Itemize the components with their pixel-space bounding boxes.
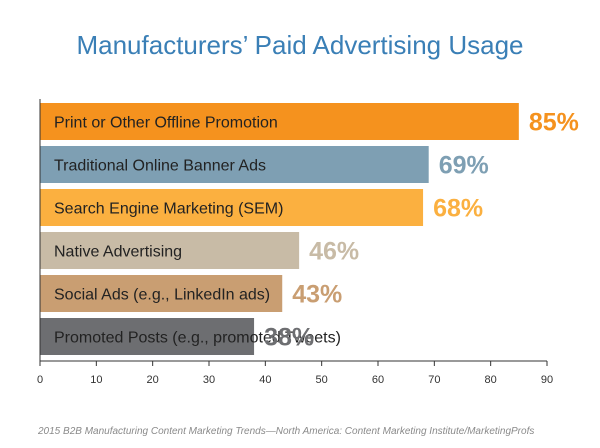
category-label-2: Traditional Online Banner Ads — [54, 158, 266, 175]
value-label-2: 69% — [439, 152, 489, 180]
x-tick-label-7: 70 — [428, 374, 440, 386]
bar-4 — [40, 232, 300, 269]
category-label-6: Promoted Posts (e.g., promoted Tweets) — [54, 330, 341, 347]
value-label-3: 68% — [433, 195, 483, 223]
category-label-1: Print or Other Offline Promotion — [54, 115, 278, 132]
chart-title: Manufacturers’ Paid Advertising Usage — [76, 30, 524, 60]
x-tick-label-4: 40 — [259, 374, 271, 386]
x-axis: 0 10 20 30 40 50 60 70 80 90 — [37, 99, 553, 386]
x-tick-label-1: 10 — [90, 374, 102, 386]
x-tick-label-2: 20 — [147, 374, 159, 386]
bar-3 — [40, 189, 424, 226]
x-tick-label-8: 80 — [485, 374, 497, 386]
x-tick-label-5: 50 — [316, 374, 328, 386]
value-label-1: 85% — [529, 109, 579, 137]
x-tick-label-3: 30 — [203, 374, 215, 386]
value-label-5: 43% — [292, 281, 342, 309]
value-label-6: 38% — [264, 324, 314, 352]
category-label-5: Social Ads (e.g., LinkedIn ads) — [54, 287, 270, 304]
bar-6 — [40, 318, 255, 355]
x-tick-label-6: 60 — [372, 374, 384, 386]
bar-1 — [40, 103, 519, 140]
bar-2 — [40, 146, 429, 183]
category-label-4: Native Advertising — [54, 244, 182, 261]
source-note: 2015 B2B Manufacturing Content Marketing… — [38, 426, 535, 437]
x-tick-label-0: 0 — [37, 374, 43, 386]
value-label-4: 46% — [309, 238, 359, 266]
category-label-3: Search Engine Marketing (SEM) — [54, 201, 283, 218]
x-tick-label-9: 90 — [541, 374, 553, 386]
bar-5 — [40, 275, 283, 312]
bars-group: Print or Other Offline Promotion 85% Tradi… — [40, 103, 579, 355]
